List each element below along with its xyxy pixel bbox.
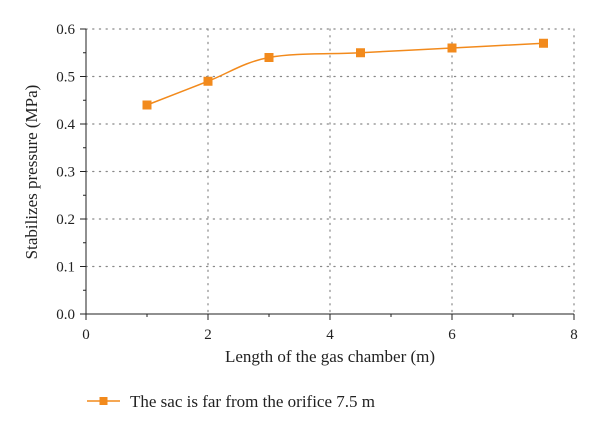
data-point-marker	[264, 53, 274, 62]
y-tick-label: 0.1	[56, 260, 75, 276]
y-axis-label: Stabilizes pressure (MPa)	[22, 85, 41, 260]
x-tick-label: 0	[82, 327, 90, 343]
y-tick-label: 0.5	[56, 70, 75, 86]
legend-marker-swatch	[99, 397, 108, 405]
series-layer	[142, 38, 548, 110]
y-axis-ticks: 0.0 0.1 0.2 0.3 0.4 0.5 0.6	[56, 22, 86, 323]
x-tick-label: 4	[326, 327, 334, 343]
grid-lines	[85, 28, 575, 315]
x-axis-label: Length of the gas chamber (m)	[225, 347, 435, 366]
x-tick-label: 6	[448, 327, 456, 343]
x-axis-ticks: 0 2 4 6 8	[82, 314, 578, 343]
data-point-marker	[203, 76, 213, 86]
data-point-marker	[142, 100, 152, 110]
y-tick-label: 0.4	[56, 117, 75, 133]
data-point-marker	[539, 38, 548, 48]
legend-label: The sac is far from the orifice 7.5 m	[130, 392, 375, 411]
y-tick-label: 0.6	[56, 22, 75, 38]
y-tick-label: 0.3	[56, 165, 75, 181]
y-tick-label: 0.2	[56, 212, 75, 228]
data-point-marker	[447, 43, 457, 53]
x-tick-label: 8	[570, 327, 578, 343]
y-tick-label: 0.0	[56, 307, 75, 323]
x-tick-label: 2	[204, 327, 212, 343]
legend: The sac is far from the orifice 7.5 m	[87, 392, 375, 411]
series-line	[146, 42, 544, 106]
data-point-marker	[356, 48, 365, 58]
